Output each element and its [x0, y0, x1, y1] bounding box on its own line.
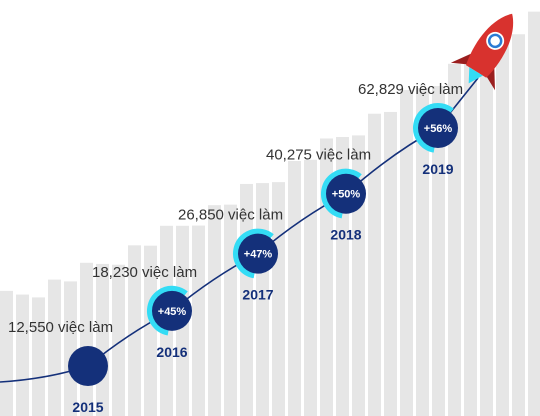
growth-label: +45%: [158, 306, 187, 318]
background-bar: [480, 39, 493, 416]
growth-ring: [233, 228, 283, 279]
background-bar: [384, 111, 397, 416]
background-bar: [80, 262, 93, 416]
rocket-window-mark: [487, 33, 503, 49]
growth-ring: [147, 285, 197, 336]
year-label: 2015: [72, 399, 103, 415]
data-point: [238, 233, 278, 274]
background-bar: [416, 88, 429, 416]
value-label: 12,550 việc làm: [8, 319, 113, 336]
data-point: [68, 346, 108, 386]
background-bar: [32, 297, 45, 416]
growth-label: +50%: [332, 189, 361, 201]
value-label: 40,275 việc làm: [266, 147, 371, 164]
background-bar: [112, 264, 125, 416]
growth-label: +56%: [424, 123, 453, 135]
rocket-fin-left: [450, 53, 471, 65]
background-bar: [288, 161, 301, 416]
background-bar: [528, 11, 540, 416]
background-bar: [96, 263, 109, 416]
data-markers: 12,550 việc làm 2015 +45% 18,230 việc làm 20…: [8, 81, 463, 415]
value-label: 18,230 việc làm: [92, 264, 197, 281]
value-label: 26,850 việc làm: [178, 207, 283, 224]
year-label: 2019: [422, 161, 453, 177]
background-bar: [208, 205, 221, 416]
background-bar: [400, 90, 413, 416]
background-bar: [304, 159, 317, 416]
year-label: 2016: [156, 344, 187, 360]
data-point: [418, 108, 458, 148]
background-bar: [16, 294, 29, 416]
background-bar: [192, 225, 205, 416]
data-point: [326, 173, 366, 214]
growth-ring: [321, 168, 372, 219]
background-bar: [64, 281, 77, 416]
rocket-flame: [468, 67, 483, 84]
background-bar: [464, 61, 477, 416]
background-bar: [512, 34, 525, 416]
background-bar: [128, 245, 141, 416]
background-bar: [368, 113, 381, 416]
background-bar: [448, 63, 461, 416]
growth-label: +47%: [244, 249, 273, 261]
rocket-icon: [450, 13, 514, 91]
background-bar: [144, 245, 157, 416]
year-label: 2018: [330, 227, 361, 243]
background-bar: [48, 279, 61, 416]
data-point: [152, 290, 192, 331]
background-bar: [0, 290, 13, 416]
year-label: 2017: [242, 287, 273, 303]
value-label: 62,829 việc làm: [358, 81, 463, 98]
background-bar: [432, 85, 445, 416]
background-bar: [224, 204, 237, 416]
background-bar: [496, 36, 509, 416]
